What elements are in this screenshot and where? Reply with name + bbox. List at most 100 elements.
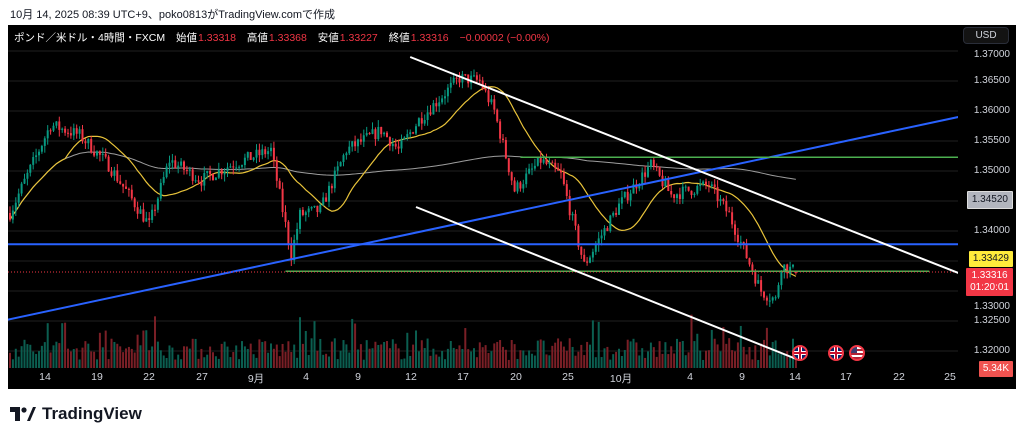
volume-bar (249, 343, 252, 368)
candle-body (470, 75, 473, 84)
volume-bar (516, 358, 519, 368)
candle-body (429, 112, 432, 115)
uk-flag-icon[interactable] (792, 345, 808, 361)
candle-body (319, 204, 322, 213)
candle-body (765, 297, 768, 301)
candle-body (554, 162, 557, 168)
volume-bar (319, 338, 322, 368)
symbol-name[interactable]: ポンド／米ドル・4時間・FXCM (14, 32, 166, 44)
volume-bar (589, 344, 591, 368)
time-label: 12 (405, 371, 417, 383)
time-label: 22 (143, 371, 155, 383)
candle-body (455, 77, 458, 79)
volume-bar (618, 348, 620, 368)
volume-bar (377, 344, 380, 368)
candle-body (748, 258, 751, 265)
candle-body (519, 182, 522, 189)
volume-bar (438, 356, 441, 368)
volume-bar (96, 359, 98, 368)
time-label: 10月 (609, 373, 633, 385)
candle-body (20, 183, 23, 194)
candle-body (345, 153, 348, 156)
candle-body (359, 139, 362, 142)
candle-body (783, 264, 786, 272)
price-plot[interactable] (8, 25, 958, 389)
candle-body (313, 205, 316, 208)
volume-bar (467, 349, 470, 368)
volume-bar (452, 347, 455, 368)
low-value: 1.33227 (339, 32, 378, 44)
currency-button[interactable]: USD (963, 27, 1009, 44)
chart-pane[interactable]: ポンド／米ドル・4時間・FXCM 始値1.33318 高値1.33368 安値1… (8, 25, 1016, 389)
volume-bar (154, 316, 156, 368)
candle-body (597, 238, 600, 245)
uk-flag-icon[interactable] (828, 345, 844, 361)
open-label: 始値 (176, 32, 198, 44)
volume-bar (9, 352, 11, 368)
volume-bar (142, 330, 145, 368)
candle-body (180, 161, 183, 166)
candle-body (533, 165, 536, 169)
candle-body (61, 128, 64, 130)
price-scale[interactable]: 1.37000 1.36500 1.36000 1.35500 1.35000 1.340… (958, 25, 1016, 389)
candle-body (620, 197, 623, 204)
candle-body (415, 126, 417, 134)
candle-body (75, 128, 78, 134)
candle-body (560, 170, 562, 173)
candle-body (275, 159, 278, 181)
volume-bar (734, 351, 736, 368)
volume-bar (676, 338, 678, 368)
candle-body (185, 169, 188, 171)
candle-body (104, 153, 107, 157)
candle-body (354, 141, 357, 147)
volume-bar (478, 342, 481, 368)
volume-bar (647, 351, 649, 368)
volume-bar (649, 342, 652, 368)
volume-bar (136, 334, 139, 368)
tradingview-logo[interactable]: TradingView (10, 404, 142, 424)
volume-bar (264, 341, 267, 368)
candle-body (46, 130, 49, 139)
volume-bar (180, 359, 183, 368)
volume-bar (690, 314, 693, 368)
volume-bar (278, 356, 281, 368)
candle-body (400, 139, 403, 149)
candle-body (26, 172, 29, 179)
volume-bar (644, 357, 647, 368)
volume-bar (664, 342, 667, 368)
candle-body (542, 159, 545, 163)
candle-body (658, 167, 661, 176)
volume-bar (586, 341, 589, 368)
candle-body (212, 174, 214, 181)
volume-bar (673, 353, 676, 368)
volume-bar (168, 345, 171, 368)
volume-bar (125, 348, 127, 368)
volume-bar (699, 350, 702, 368)
candle-body (681, 186, 684, 199)
us-flag-icon[interactable] (849, 345, 865, 361)
volume-bar (287, 341, 290, 368)
candle-body (571, 213, 574, 216)
volume-bar (510, 339, 513, 368)
volume-bar (119, 346, 122, 368)
candle-body (310, 207, 313, 209)
volume-bar (716, 344, 719, 368)
ma200-badge: 1.34520 (966, 190, 1013, 209)
volume-bar (412, 344, 415, 368)
candle-body (238, 166, 241, 168)
candle-body (133, 198, 136, 208)
volume-bar (200, 348, 203, 368)
candle-body (739, 241, 742, 243)
volume-bar (46, 323, 49, 368)
volume-bar (357, 349, 359, 368)
volume-bar (270, 343, 272, 368)
candle-body (638, 185, 641, 189)
volume-bar (322, 354, 325, 368)
volume-bar (354, 323, 357, 368)
volume-bar (551, 345, 554, 368)
candle-body (119, 181, 122, 184)
volume-bar (78, 359, 81, 368)
candle-body (394, 143, 397, 147)
price-tick: 1.36500 (973, 75, 1010, 86)
volume-bar (191, 338, 194, 368)
